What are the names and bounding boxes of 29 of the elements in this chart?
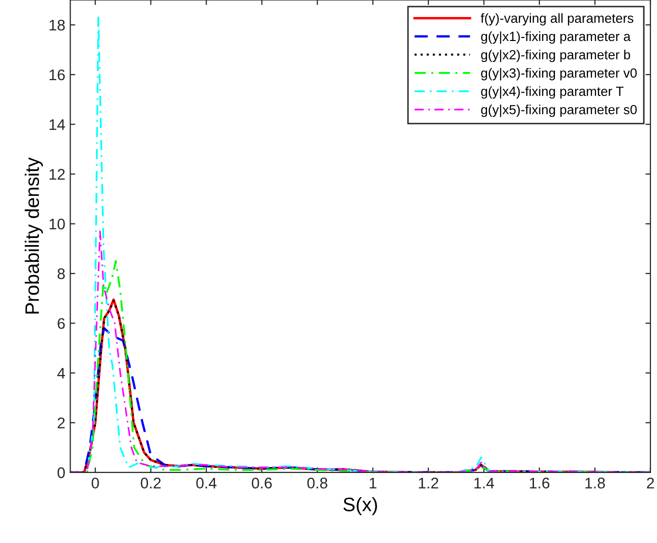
y-tick-label: 10 [50,218,65,230]
y-tick-label: 16 [50,69,65,80]
x-tick-label: 1.6 [530,478,550,488]
legend-label: g(y|x4)-fixing paramter T [481,86,624,99]
x-tick-label: 0.6 [252,478,272,488]
x-tick-label: 0.8 [307,478,328,488]
x-tick-label: 0.2 [140,478,161,488]
legend-label: f(y)-varying all parameters [480,13,634,26]
y-axis-title: Probability density [24,157,43,314]
y-tick-label: 2 [58,418,65,428]
y-tick-label: 18 [50,20,65,31]
y-tick-label: 12 [50,168,65,180]
y-tick-label: 14 [50,119,65,130]
x-tick-label: 0 [92,478,99,488]
x-tick-label: 1.2 [418,478,438,488]
x-tick-label: 1 [370,478,376,488]
legend-label: g(y|x2)-fixing parameter b [481,50,630,62]
legend-label: g(y|x1)-fixing parameter a [481,31,631,44]
y-tick-label: 4 [57,368,65,378]
y-tick-label: 0 [58,467,65,478]
y-tick-label: 6 [58,318,65,329]
x-tick-label: 1.8 [585,478,605,488]
y-tick-label: 8 [58,268,65,280]
x-tick-label: 1.4 [474,478,494,488]
x-tick-label: 0.4 [196,478,216,488]
x-tick-label: 2 [646,478,654,488]
x-axis-title: S(x) [343,497,377,516]
legend-label: g(y|x5)-fixing parameter s0 [481,104,637,117]
legend-label: g(y|x3)-fixing parameter v0 [481,68,637,80]
